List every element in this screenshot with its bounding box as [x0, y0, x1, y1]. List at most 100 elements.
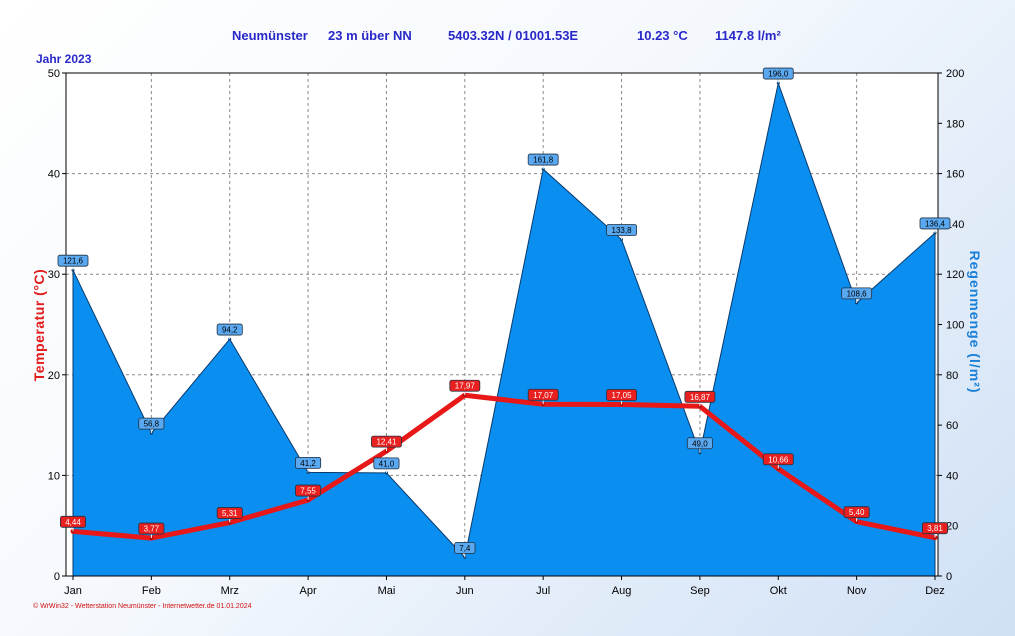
y-axis-label-left: Temperatur (°C) — [31, 269, 47, 381]
temperature-value-label: 5,31 — [216, 507, 243, 523]
chart-header: Neumünster 23 m über NN 5403.32N / 01001… — [232, 28, 781, 43]
label-text: 7,4 — [459, 544, 471, 553]
x-axis-category-label: Aug — [612, 585, 632, 597]
label-box — [684, 390, 716, 403]
label-text: 5,40 — [849, 508, 865, 517]
rain-value-label: 108,6 — [841, 287, 873, 303]
temperature-value-label: 4,44 — [60, 515, 87, 532]
right-axis-tick-label: 180 — [946, 118, 964, 130]
axes: 0 10 20 30 40 50 0 20 40 60 80 100 120 140 160 180 200 Ja… — [48, 68, 965, 597]
label-box — [527, 388, 559, 401]
label-box — [295, 456, 322, 469]
right-axis-tick-label: 60 — [946, 420, 958, 432]
left-axis-tick-label: 10 — [48, 470, 60, 482]
right-axis-tick-label: 200 — [946, 68, 964, 80]
left-axis-tick-label: 40 — [48, 169, 60, 181]
right-axis-tick-label: 140 — [946, 219, 964, 231]
rain-value-label: 94,2 — [216, 323, 243, 340]
x-axis-category-label: Jan — [64, 585, 82, 597]
left-axis-tick-label: 0 — [54, 571, 60, 583]
x-axis-category-label: Sep — [690, 585, 710, 597]
label-box — [138, 522, 165, 535]
label-box — [922, 522, 949, 535]
label-box — [57, 254, 89, 267]
label-box — [606, 389, 637, 401]
label-box — [762, 453, 794, 466]
label-text: 41,2 — [300, 459, 316, 468]
label-box — [454, 541, 476, 554]
footer-credit: © WrWin32 - Wetterstation Neumünster - I… — [33, 602, 252, 610]
label-text: 10,66 — [768, 455, 789, 464]
label-box — [138, 417, 165, 430]
temperature-value-label: 3,81 — [922, 522, 949, 538]
label-text: 17,97 — [455, 382, 476, 391]
label-text: 49,0 — [692, 439, 708, 448]
label-box — [606, 224, 637, 236]
label-text: 12,41 — [376, 438, 397, 447]
temperature-value-label: 12,41 — [371, 435, 402, 452]
right-axis-tick-label: 80 — [946, 370, 958, 382]
x-axis-category-label: Okt — [770, 585, 787, 597]
label-text: 16,87 — [690, 393, 711, 402]
temperature-value-label: 10,66 — [762, 453, 794, 469]
x-axis-category-label: Mai — [378, 585, 396, 597]
label-text: 17,05 — [612, 391, 633, 400]
rain-value-label: 56,8 — [138, 417, 165, 434]
label-text: 196,0 — [768, 70, 789, 79]
label-text: 94,2 — [222, 326, 238, 335]
data-labels: 121,6 56,8 94,2 41,2 41,0 7,4 161,8 133,8 49,0 19… — [57, 67, 951, 558]
x-axis-category-label: Mrz — [221, 585, 239, 597]
label-box — [843, 506, 870, 519]
label-box — [216, 323, 243, 336]
label-box — [841, 287, 873, 300]
label-text: 7,55 — [300, 487, 316, 496]
label-text: 121,6 — [63, 257, 84, 266]
temperature-value-label: 17,97 — [449, 379, 481, 396]
temperature-value-label: 16,87 — [684, 390, 716, 407]
label-text: 3,77 — [144, 525, 160, 534]
temperature-value-label: 3,77 — [138, 522, 165, 539]
temperature-line — [70, 392, 938, 541]
label-text: 41,0 — [379, 459, 395, 468]
x-axis-category-label: Dez — [925, 585, 945, 597]
left-axis-tick-label: 30 — [48, 269, 60, 281]
right-axis-tick-label: 20 — [946, 521, 958, 533]
rain-value-label: 133,8 — [606, 224, 637, 240]
label-text: 3,81 — [927, 524, 943, 533]
rain-value-label: 196,0 — [762, 67, 794, 84]
label-box — [295, 484, 322, 497]
total-rainfall: 1147.8 l/m² — [715, 28, 781, 43]
right-axis-tick-label: 100 — [946, 320, 964, 332]
label-text: 108,6 — [847, 289, 868, 298]
year-label: Jahr 2023 — [36, 52, 92, 66]
label-box — [371, 435, 402, 448]
rain-value-label: 121,6 — [57, 254, 89, 271]
rain-value-label: 41,0 — [373, 457, 400, 473]
right-axis-tick-label: 160 — [946, 169, 964, 181]
y-axis-label-right: Regenmenge (l/m²) — [967, 250, 983, 393]
average-temperature: 10.23 °C — [637, 28, 688, 43]
label-text: 4,44 — [65, 518, 81, 527]
temperature-value-label: 17,05 — [606, 389, 637, 405]
right-axis-tick-label: 0 — [946, 571, 952, 583]
label-text: 5,31 — [222, 509, 238, 518]
label-text: 161,8 — [533, 156, 554, 165]
left-axis-tick-label: 20 — [48, 370, 60, 382]
rain-value-label: 41,2 — [295, 456, 322, 473]
x-axis-category-label: Jun — [456, 585, 474, 597]
label-text: 56,8 — [144, 420, 160, 429]
rain-value-label: 49,0 — [686, 437, 713, 453]
x-axis-category-label: Nov — [847, 585, 867, 597]
temperature-value-label: 7,55 — [295, 484, 322, 501]
label-box — [527, 153, 559, 166]
temperature-value-label: 17,07 — [527, 388, 559, 405]
label-box — [216, 507, 243, 519]
left-axis-tick-label: 50 — [48, 68, 60, 80]
label-box — [449, 379, 481, 392]
right-axis-tick-label: 40 — [946, 470, 958, 482]
label-box — [762, 67, 794, 80]
rain-value-label: 7,4 — [454, 541, 476, 558]
rain-value-label: 136,4 — [919, 217, 951, 233]
rain-value-label: 161,8 — [527, 153, 559, 170]
